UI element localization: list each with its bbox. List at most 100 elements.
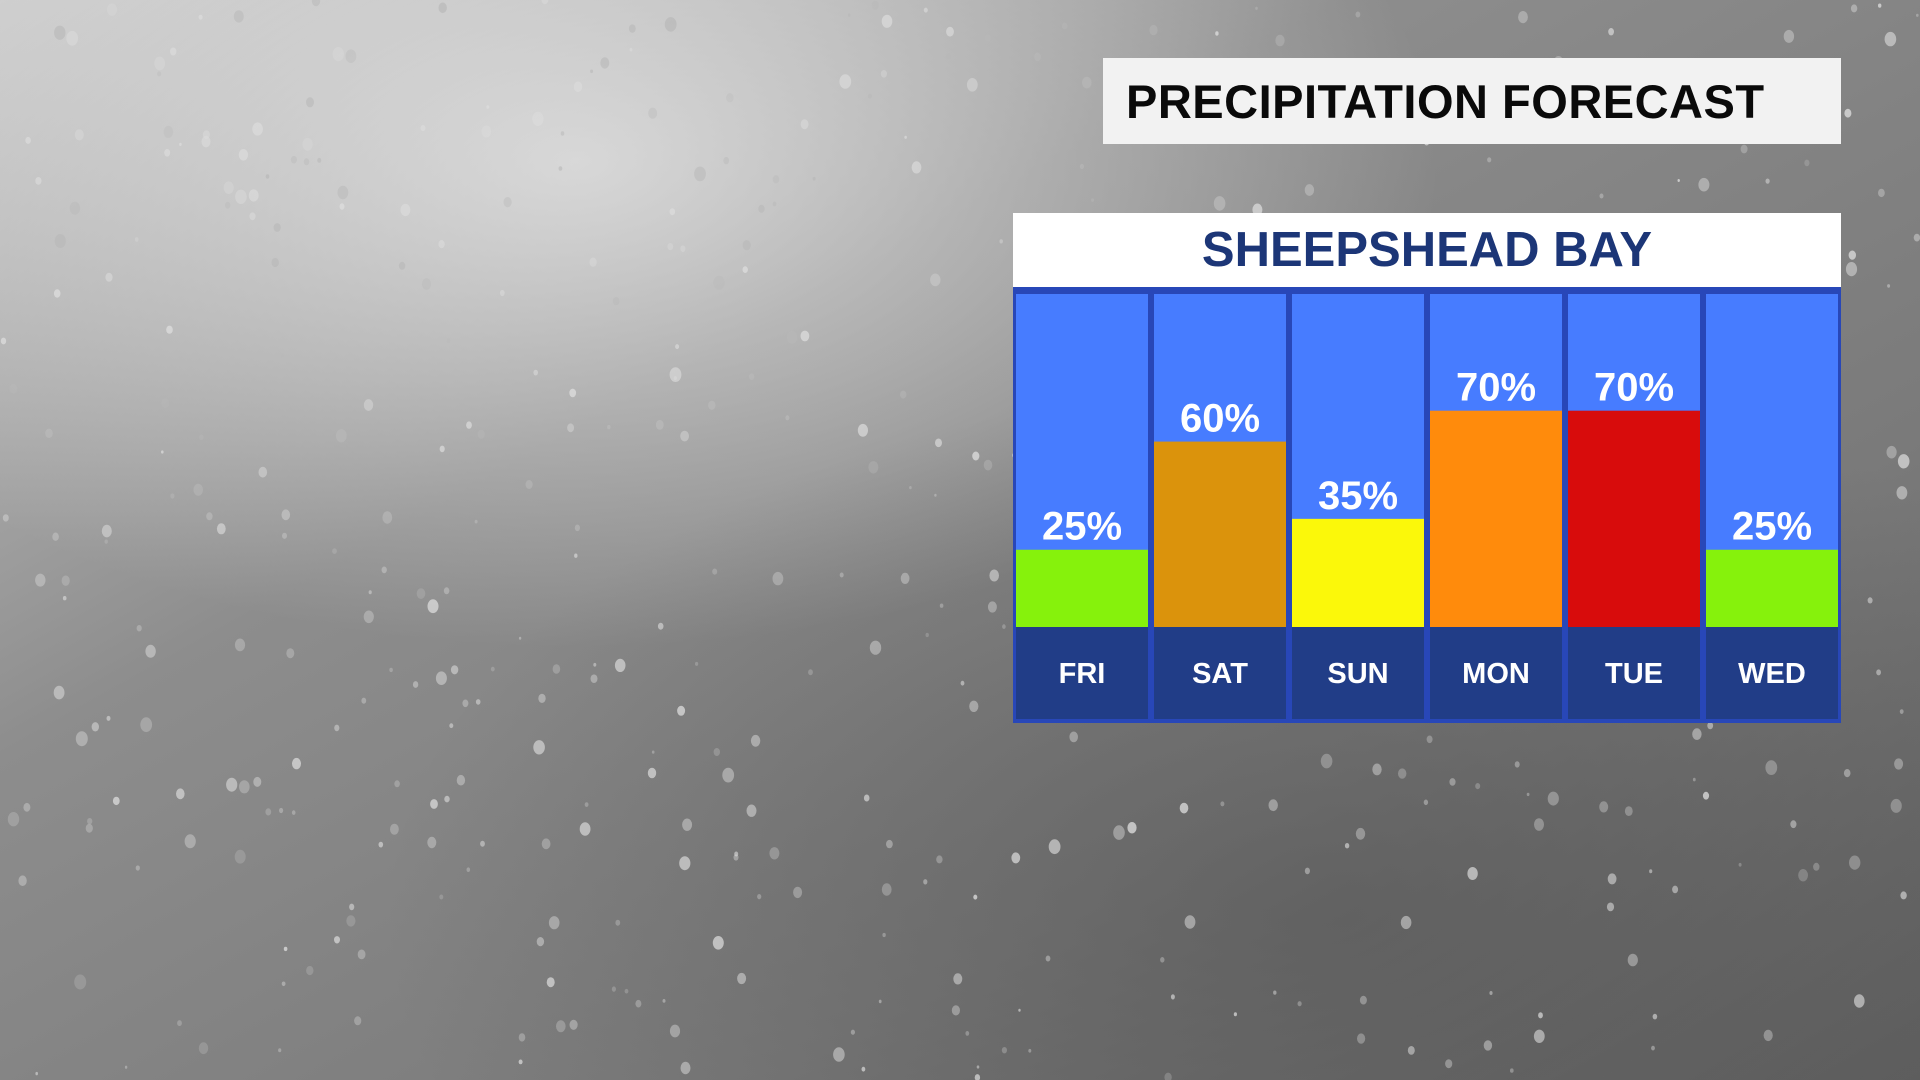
raindrop (935, 438, 942, 448)
raindrop (911, 161, 922, 174)
raindrop (800, 330, 810, 342)
raindrop (112, 796, 120, 806)
raindrop (444, 795, 450, 803)
raindrop (867, 93, 872, 99)
raindrop (1804, 159, 1810, 167)
raindrop (1763, 1029, 1773, 1042)
raindrop (361, 697, 367, 704)
raindrop (878, 999, 882, 1004)
day-column-mon: 70% MON (1430, 294, 1562, 719)
raindrop (533, 369, 538, 376)
raindrop (518, 1059, 523, 1065)
raindrop (533, 740, 545, 755)
raindrop (987, 601, 997, 613)
raindrop (612, 297, 620, 306)
raindrop (303, 158, 310, 166)
raindrop (548, 916, 560, 930)
raindrop (427, 599, 439, 614)
raindrop (161, 398, 170, 409)
raindrop (53, 289, 61, 298)
raindrop (574, 553, 578, 558)
raindrop (518, 636, 522, 640)
raindrop (509, 359, 513, 364)
raindrop (1624, 806, 1633, 816)
raindrop (584, 802, 589, 807)
raindrop (614, 658, 626, 673)
raindrop (443, 587, 450, 595)
raindrop (1878, 188, 1885, 198)
raindrop (1445, 1059, 1453, 1069)
bar-tue (1568, 410, 1700, 627)
raindrop (677, 705, 686, 716)
raindrop (1164, 1072, 1172, 1080)
raindrop (337, 185, 349, 200)
raindrop (1304, 184, 1315, 196)
raindrop (107, 3, 117, 16)
raindrop (490, 666, 495, 672)
day-label-fri: FRI (1059, 658, 1106, 690)
raindrop (934, 493, 937, 497)
raindrop (311, 0, 321, 7)
raindrop (105, 272, 113, 282)
raindrop (145, 644, 156, 658)
raindrop (1273, 990, 1277, 995)
raindrop (1061, 22, 1068, 30)
raindrop (1510, 1068, 1514, 1073)
raindrop (106, 715, 111, 721)
raindrop (713, 275, 725, 290)
raindrop (1304, 867, 1310, 875)
raindrop (590, 674, 598, 683)
raindrop (292, 757, 301, 770)
raindrop (1483, 1040, 1493, 1051)
raindrop (1649, 869, 1653, 874)
raindrop (456, 774, 466, 786)
raindrop (680, 245, 686, 252)
raindrop (1916, 13, 1919, 17)
raindrop (951, 1005, 961, 1016)
location-name: SHEEPSHEAD BAY (1201, 223, 1653, 277)
raindrop (628, 24, 636, 33)
raindrop (334, 936, 340, 944)
raindrop (1884, 31, 1897, 47)
raindrop (600, 57, 610, 69)
raindrop (1297, 1001, 1302, 1007)
raindrop (1913, 233, 1920, 242)
raindrop (1082, 76, 1092, 89)
raindrop (1672, 885, 1679, 894)
raindrop (1692, 728, 1702, 740)
raindrop (23, 802, 31, 812)
raindrop (861, 1066, 866, 1072)
raindrop (69, 201, 81, 215)
raindrop (1359, 995, 1367, 1005)
raindrop (1899, 709, 1904, 714)
raindrop (438, 240, 445, 249)
day-column-tue: 70% TUE (1568, 294, 1700, 719)
raindrop (1275, 34, 1285, 47)
raindrop (1518, 11, 1528, 24)
raindrop (466, 421, 472, 429)
raindrop (615, 919, 621, 926)
raindrop (258, 466, 268, 478)
raindrop (558, 166, 563, 171)
raindrop (400, 203, 411, 217)
raindrop (286, 648, 295, 659)
raindrop (635, 999, 642, 1008)
raindrop (679, 856, 691, 871)
raindrop (462, 699, 469, 708)
raindrop (499, 289, 505, 297)
raindrop (265, 174, 270, 179)
raindrop (667, 243, 674, 251)
raindrop (334, 724, 340, 732)
day-strip (1016, 627, 1148, 719)
raindrop (481, 125, 492, 138)
raindrop (682, 818, 693, 831)
raindrop (1400, 915, 1412, 930)
raindrop (1255, 6, 1258, 10)
raindrop (850, 1029, 856, 1035)
raindrop (590, 69, 594, 74)
raindrop (416, 588, 426, 599)
raindrop (1475, 783, 1481, 790)
raindrop (161, 450, 164, 454)
raindrop (1547, 791, 1559, 806)
raindrop (1213, 196, 1226, 211)
